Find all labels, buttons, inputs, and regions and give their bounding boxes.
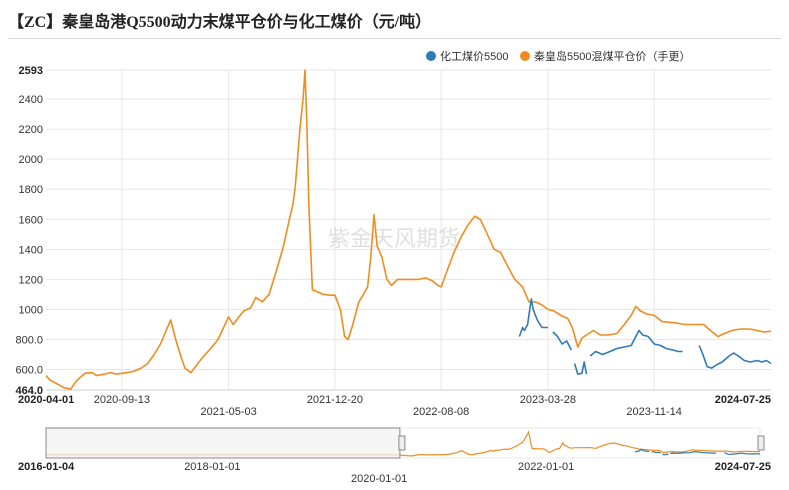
x-tick-label: 2024-07-25 bbox=[715, 394, 771, 406]
y-tick-label: 1800 bbox=[19, 184, 43, 196]
y-tick-label: 2000 bbox=[19, 154, 43, 166]
watermark: 紫金天风期货 bbox=[328, 226, 460, 251]
x-tick-label: 2023-11-14 bbox=[626, 406, 681, 418]
legend-label-chemical-coal: 化工煤价5500 bbox=[440, 49, 508, 63]
legend-marker-chemical-coal bbox=[426, 51, 436, 61]
series-line bbox=[589, 329, 683, 357]
grid bbox=[46, 69, 771, 391]
legend-item-qhd-coal[interactable]: 秦皇岛5500混煤平仓价（手更） bbox=[520, 49, 690, 63]
legend-item-chemical-coal[interactable]: 化工煤价5500 bbox=[426, 49, 508, 63]
y-tick-label: 1400 bbox=[19, 244, 43, 256]
y-tick-label: 2200 bbox=[19, 124, 43, 136]
legend-marker-qhd-coal bbox=[520, 51, 530, 61]
navigator-tick-label: 2024-07-25 bbox=[715, 461, 771, 473]
navigator-series-line bbox=[634, 448, 650, 453]
navigator-axis: 2016-01-04 2018-01-01 2022-01-01 2024-07-25… bbox=[18, 461, 771, 485]
navigator-tick-label: 2020-01-01 bbox=[351, 473, 407, 485]
navigator-series-line bbox=[399, 430, 760, 457]
series-line bbox=[573, 361, 588, 375]
navigator-tick-label: 2022-01-01 bbox=[518, 461, 574, 473]
navigator-tick-label: 2016-01-04 bbox=[18, 461, 75, 473]
x-tick-label: 2020-09-13 bbox=[94, 394, 150, 406]
navigator-handle-end bbox=[757, 435, 765, 451]
chart-title: 【ZC】秦皇岛港Q5500动力末煤平仓价与化工煤价（元/吨） bbox=[8, 14, 432, 31]
navigator-tick-label: 2018-01-01 bbox=[184, 461, 240, 473]
navigator-series-line bbox=[651, 451, 661, 454]
y-tick-label: 600.0 bbox=[15, 365, 43, 377]
x-tick-label: 2021-05-03 bbox=[200, 406, 256, 418]
navigator-series-line bbox=[670, 450, 717, 455]
legend-label-qhd-coal: 秦皇岛5500混煤平仓价（手更） bbox=[534, 49, 690, 63]
range-navigator[interactable] bbox=[45, 427, 765, 459]
y-axis: 464.0 600.0 800.0 1000 1200 1400 1600 1800 2000 2… bbox=[15, 65, 43, 397]
x-tick-label: 2021-12-20 bbox=[307, 394, 363, 406]
x-axis: 2020-04-01 2020-09-13 2021-12-20 2023-03-28… bbox=[18, 394, 771, 418]
navigator-handle-right bbox=[398, 435, 406, 451]
navigator-series-line bbox=[662, 453, 669, 456]
x-tick-label: 2023-03-28 bbox=[520, 394, 576, 406]
y-tick-label: 800.0 bbox=[15, 334, 43, 346]
title-divider bbox=[8, 38, 781, 39]
series-line bbox=[518, 298, 548, 337]
legend[interactable]: 化工煤价5500 秦皇岛5500混煤平仓价（手更） bbox=[426, 49, 690, 63]
x-tick-label: 2022-08-08 bbox=[413, 406, 469, 418]
x-tick-label: 2020-04-01 bbox=[18, 394, 74, 406]
series-line bbox=[45, 69, 772, 390]
series-line bbox=[552, 331, 573, 351]
navigator-series-line bbox=[724, 452, 761, 456]
plot-area bbox=[45, 69, 772, 390]
y-tick-label: 1200 bbox=[19, 274, 43, 286]
y-tick-label: 2593 bbox=[19, 65, 43, 77]
y-tick-label: 1000 bbox=[19, 304, 43, 316]
y-tick-label: 464.0 bbox=[15, 385, 43, 397]
y-tick-label: 1600 bbox=[19, 214, 43, 226]
series-line bbox=[698, 345, 772, 369]
navigator-window bbox=[45, 427, 401, 459]
y-tick-label: 2400 bbox=[19, 94, 43, 106]
